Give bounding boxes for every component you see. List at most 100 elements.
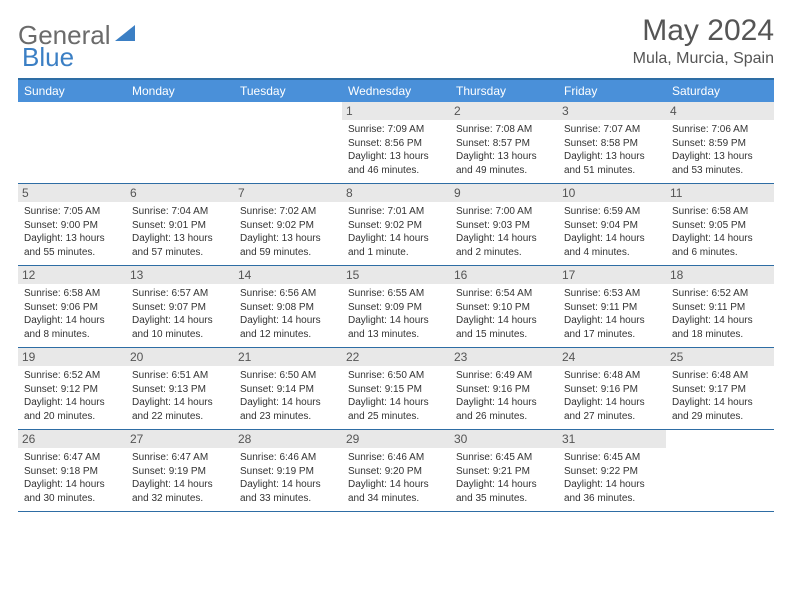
day-info: Sunrise: 7:09 AMSunset: 8:56 PMDaylight:… bbox=[348, 123, 444, 177]
day-number: 26 bbox=[18, 430, 126, 448]
calendar-day-cell: 2 Sunrise: 7:08 AMSunset: 8:57 PMDaylight… bbox=[450, 102, 558, 183]
day-number: 23 bbox=[450, 348, 558, 366]
day-number: 2 bbox=[450, 102, 558, 120]
weekday-header-cell: Wednesday bbox=[342, 80, 450, 102]
day-info: Sunrise: 6:52 AMSunset: 9:12 PMDaylight:… bbox=[24, 369, 120, 423]
day-number: 3 bbox=[558, 102, 666, 120]
logo-triangle-icon bbox=[115, 25, 135, 46]
day-number: 24 bbox=[558, 348, 666, 366]
day-info: Sunrise: 6:49 AMSunset: 9:16 PMDaylight:… bbox=[456, 369, 552, 423]
day-info: Sunrise: 6:46 AMSunset: 9:20 PMDaylight:… bbox=[348, 451, 444, 505]
day-number: 18 bbox=[666, 266, 774, 284]
calendar-day-cell: 21 Sunrise: 6:50 AMSunset: 9:14 PMDayligh… bbox=[234, 348, 342, 429]
day-number: 14 bbox=[234, 266, 342, 284]
weekday-header-row: SundayMondayTuesdayWednesdayThursdayFrid… bbox=[18, 80, 774, 102]
calendar: SundayMondayTuesdayWednesdayThursdayFrid… bbox=[18, 78, 774, 512]
logo-line2: Blue bbox=[22, 42, 74, 73]
calendar-day-cell: 12Sunrise: 6:58 AMSunset: 9:06 PMDayligh… bbox=[18, 266, 126, 347]
calendar-day-cell: 10Sunrise: 6:59 AMSunset: 9:04 PMDayligh… bbox=[558, 184, 666, 265]
calendar-day-cell: 25Sunrise: 6:48 AMSunset: 9:17 PMDayligh… bbox=[666, 348, 774, 429]
calendar-day-cell: 30 Sunrise: 6:45 AMSunset: 9:21 PMDayligh… bbox=[450, 430, 558, 511]
day-info: Sunrise: 6:48 AMSunset: 9:16 PMDaylight:… bbox=[564, 369, 660, 423]
day-info: Sunrise: 6:57 AMSunset: 9:07 PMDaylight:… bbox=[132, 287, 228, 341]
day-number: 16 bbox=[450, 266, 558, 284]
day-info: Sunrise: 7:05 AMSunset: 9:00 PMDaylight:… bbox=[24, 205, 120, 259]
day-number: 28 bbox=[234, 430, 342, 448]
day-info: Sunrise: 6:58 AMSunset: 9:05 PMDaylight:… bbox=[672, 205, 768, 259]
day-info: Sunrise: 7:04 AMSunset: 9:01 PMDaylight:… bbox=[132, 205, 228, 259]
day-info: Sunrise: 6:47 AMSunset: 9:19 PMDaylight:… bbox=[132, 451, 228, 505]
calendar-day-cell: 16 Sunrise: 6:54 AMSunset: 9:10 PMDayligh… bbox=[450, 266, 558, 347]
day-number: 31 bbox=[558, 430, 666, 448]
day-number: 5 bbox=[18, 184, 126, 202]
day-number: 21 bbox=[234, 348, 342, 366]
calendar-day-cell: 4Sunrise: 7:06 AMSunset: 8:59 PMDaylight… bbox=[666, 102, 774, 183]
day-info: Sunrise: 7:01 AMSunset: 9:02 PMDaylight:… bbox=[348, 205, 444, 259]
day-info: Sunrise: 6:56 AMSunset: 9:08 PMDaylight:… bbox=[240, 287, 336, 341]
day-number: 7 bbox=[234, 184, 342, 202]
calendar-day-cell: 26Sunrise: 6:47 AMSunset: 9:18 PMDayligh… bbox=[18, 430, 126, 511]
calendar-day-cell: 9 Sunrise: 7:00 AMSunset: 9:03 PMDaylight… bbox=[450, 184, 558, 265]
calendar-day-cell: 18 Sunrise: 6:52 AMSunset: 9:11 PMDayligh… bbox=[666, 266, 774, 347]
calendar-day-cell: 14 Sunrise: 6:56 AMSunset: 9:08 PMDayligh… bbox=[234, 266, 342, 347]
title-block: May 2024 Mula, Murcia, Spain bbox=[633, 14, 774, 68]
day-number: 30 bbox=[450, 430, 558, 448]
calendar-day-cell: 13 Sunrise: 6:57 AMSunset: 9:07 PMDayligh… bbox=[126, 266, 234, 347]
weekday-header-cell: Saturday bbox=[666, 80, 774, 102]
day-number: 1 bbox=[342, 102, 450, 120]
day-info: Sunrise: 6:50 AMSunset: 9:15 PMDaylight:… bbox=[348, 369, 444, 423]
calendar-day-cell: 17 Sunrise: 6:53 AMSunset: 9:11 PMDayligh… bbox=[558, 266, 666, 347]
day-number: 9 bbox=[450, 184, 558, 202]
day-info: Sunrise: 6:50 AMSunset: 9:14 PMDaylight:… bbox=[240, 369, 336, 423]
calendar-day-cell: 5 Sunrise: 7:05 AMSunset: 9:00 PMDaylight… bbox=[18, 184, 126, 265]
day-info: Sunrise: 6:54 AMSunset: 9:10 PMDaylight:… bbox=[456, 287, 552, 341]
calendar-day-cell: 19 Sunrise: 6:52 AMSunset: 9:12 PMDayligh… bbox=[18, 348, 126, 429]
day-number: 6 bbox=[126, 184, 234, 202]
calendar-day-cell: 27 Sunrise: 6:47 AMSunset: 9:19 PMDayligh… bbox=[126, 430, 234, 511]
weekday-header-cell: Tuesday bbox=[234, 80, 342, 102]
day-number: 19 bbox=[18, 348, 126, 366]
day-number: 8 bbox=[342, 184, 450, 202]
day-info: Sunrise: 6:58 AMSunset: 9:06 PMDaylight:… bbox=[24, 287, 120, 341]
calendar-day-cell bbox=[666, 430, 774, 511]
day-number: 27 bbox=[126, 430, 234, 448]
calendar-day-cell: 3Sunrise: 7:07 AMSunset: 8:58 PMDaylight… bbox=[558, 102, 666, 183]
day-number: 20 bbox=[126, 348, 234, 366]
day-info: Sunrise: 6:45 AMSunset: 9:21 PMDaylight:… bbox=[456, 451, 552, 505]
day-info: Sunrise: 6:46 AMSunset: 9:19 PMDaylight:… bbox=[240, 451, 336, 505]
month-title: May 2024 bbox=[633, 14, 774, 48]
logo-text-blue: Blue bbox=[22, 42, 74, 72]
day-info: Sunrise: 6:55 AMSunset: 9:09 PMDaylight:… bbox=[348, 287, 444, 341]
calendar-day-cell: 29 Sunrise: 6:46 AMSunset: 9:20 PMDayligh… bbox=[342, 430, 450, 511]
calendar-day-cell: 6 Sunrise: 7:04 AMSunset: 9:01 PMDaylight… bbox=[126, 184, 234, 265]
calendar-week-row: 19 Sunrise: 6:52 AMSunset: 9:12 PMDayligh… bbox=[18, 348, 774, 430]
day-number: 11 bbox=[666, 184, 774, 202]
calendar-week-row: 5 Sunrise: 7:05 AMSunset: 9:00 PMDaylight… bbox=[18, 184, 774, 266]
calendar-day-cell bbox=[126, 102, 234, 183]
calendar-week-row: 1 Sunrise: 7:09 AMSunset: 8:56 PMDaylight… bbox=[18, 102, 774, 184]
day-info: Sunrise: 6:51 AMSunset: 9:13 PMDaylight:… bbox=[132, 369, 228, 423]
day-info: Sunrise: 6:53 AMSunset: 9:11 PMDaylight:… bbox=[564, 287, 660, 341]
day-number: 4 bbox=[666, 102, 774, 120]
calendar-day-cell: 24 Sunrise: 6:48 AMSunset: 9:16 PMDayligh… bbox=[558, 348, 666, 429]
calendar-body: 1 Sunrise: 7:09 AMSunset: 8:56 PMDaylight… bbox=[18, 102, 774, 512]
day-number: 15 bbox=[342, 266, 450, 284]
day-number: 13 bbox=[126, 266, 234, 284]
calendar-day-cell bbox=[18, 102, 126, 183]
weekday-header-cell: Thursday bbox=[450, 80, 558, 102]
day-number: 17 bbox=[558, 266, 666, 284]
calendar-day-cell: 7 Sunrise: 7:02 AMSunset: 9:02 PMDaylight… bbox=[234, 184, 342, 265]
day-info: Sunrise: 6:52 AMSunset: 9:11 PMDaylight:… bbox=[672, 287, 768, 341]
weekday-header-cell: Monday bbox=[126, 80, 234, 102]
day-info: Sunrise: 7:08 AMSunset: 8:57 PMDaylight:… bbox=[456, 123, 552, 177]
day-number: 29 bbox=[342, 430, 450, 448]
day-info: Sunrise: 7:00 AMSunset: 9:03 PMDaylight:… bbox=[456, 205, 552, 259]
calendar-day-cell: 11 Sunrise: 6:58 AMSunset: 9:05 PMDayligh… bbox=[666, 184, 774, 265]
day-info: Sunrise: 7:02 AMSunset: 9:02 PMDaylight:… bbox=[240, 205, 336, 259]
page-header: General May 2024 Mula, Murcia, Spain bbox=[18, 14, 774, 68]
location-label: Mula, Murcia, Spain bbox=[633, 50, 774, 68]
day-number: 25 bbox=[666, 348, 774, 366]
calendar-week-row: 12Sunrise: 6:58 AMSunset: 9:06 PMDayligh… bbox=[18, 266, 774, 348]
calendar-day-cell: 22Sunrise: 6:50 AMSunset: 9:15 PMDayligh… bbox=[342, 348, 450, 429]
day-number: 10 bbox=[558, 184, 666, 202]
